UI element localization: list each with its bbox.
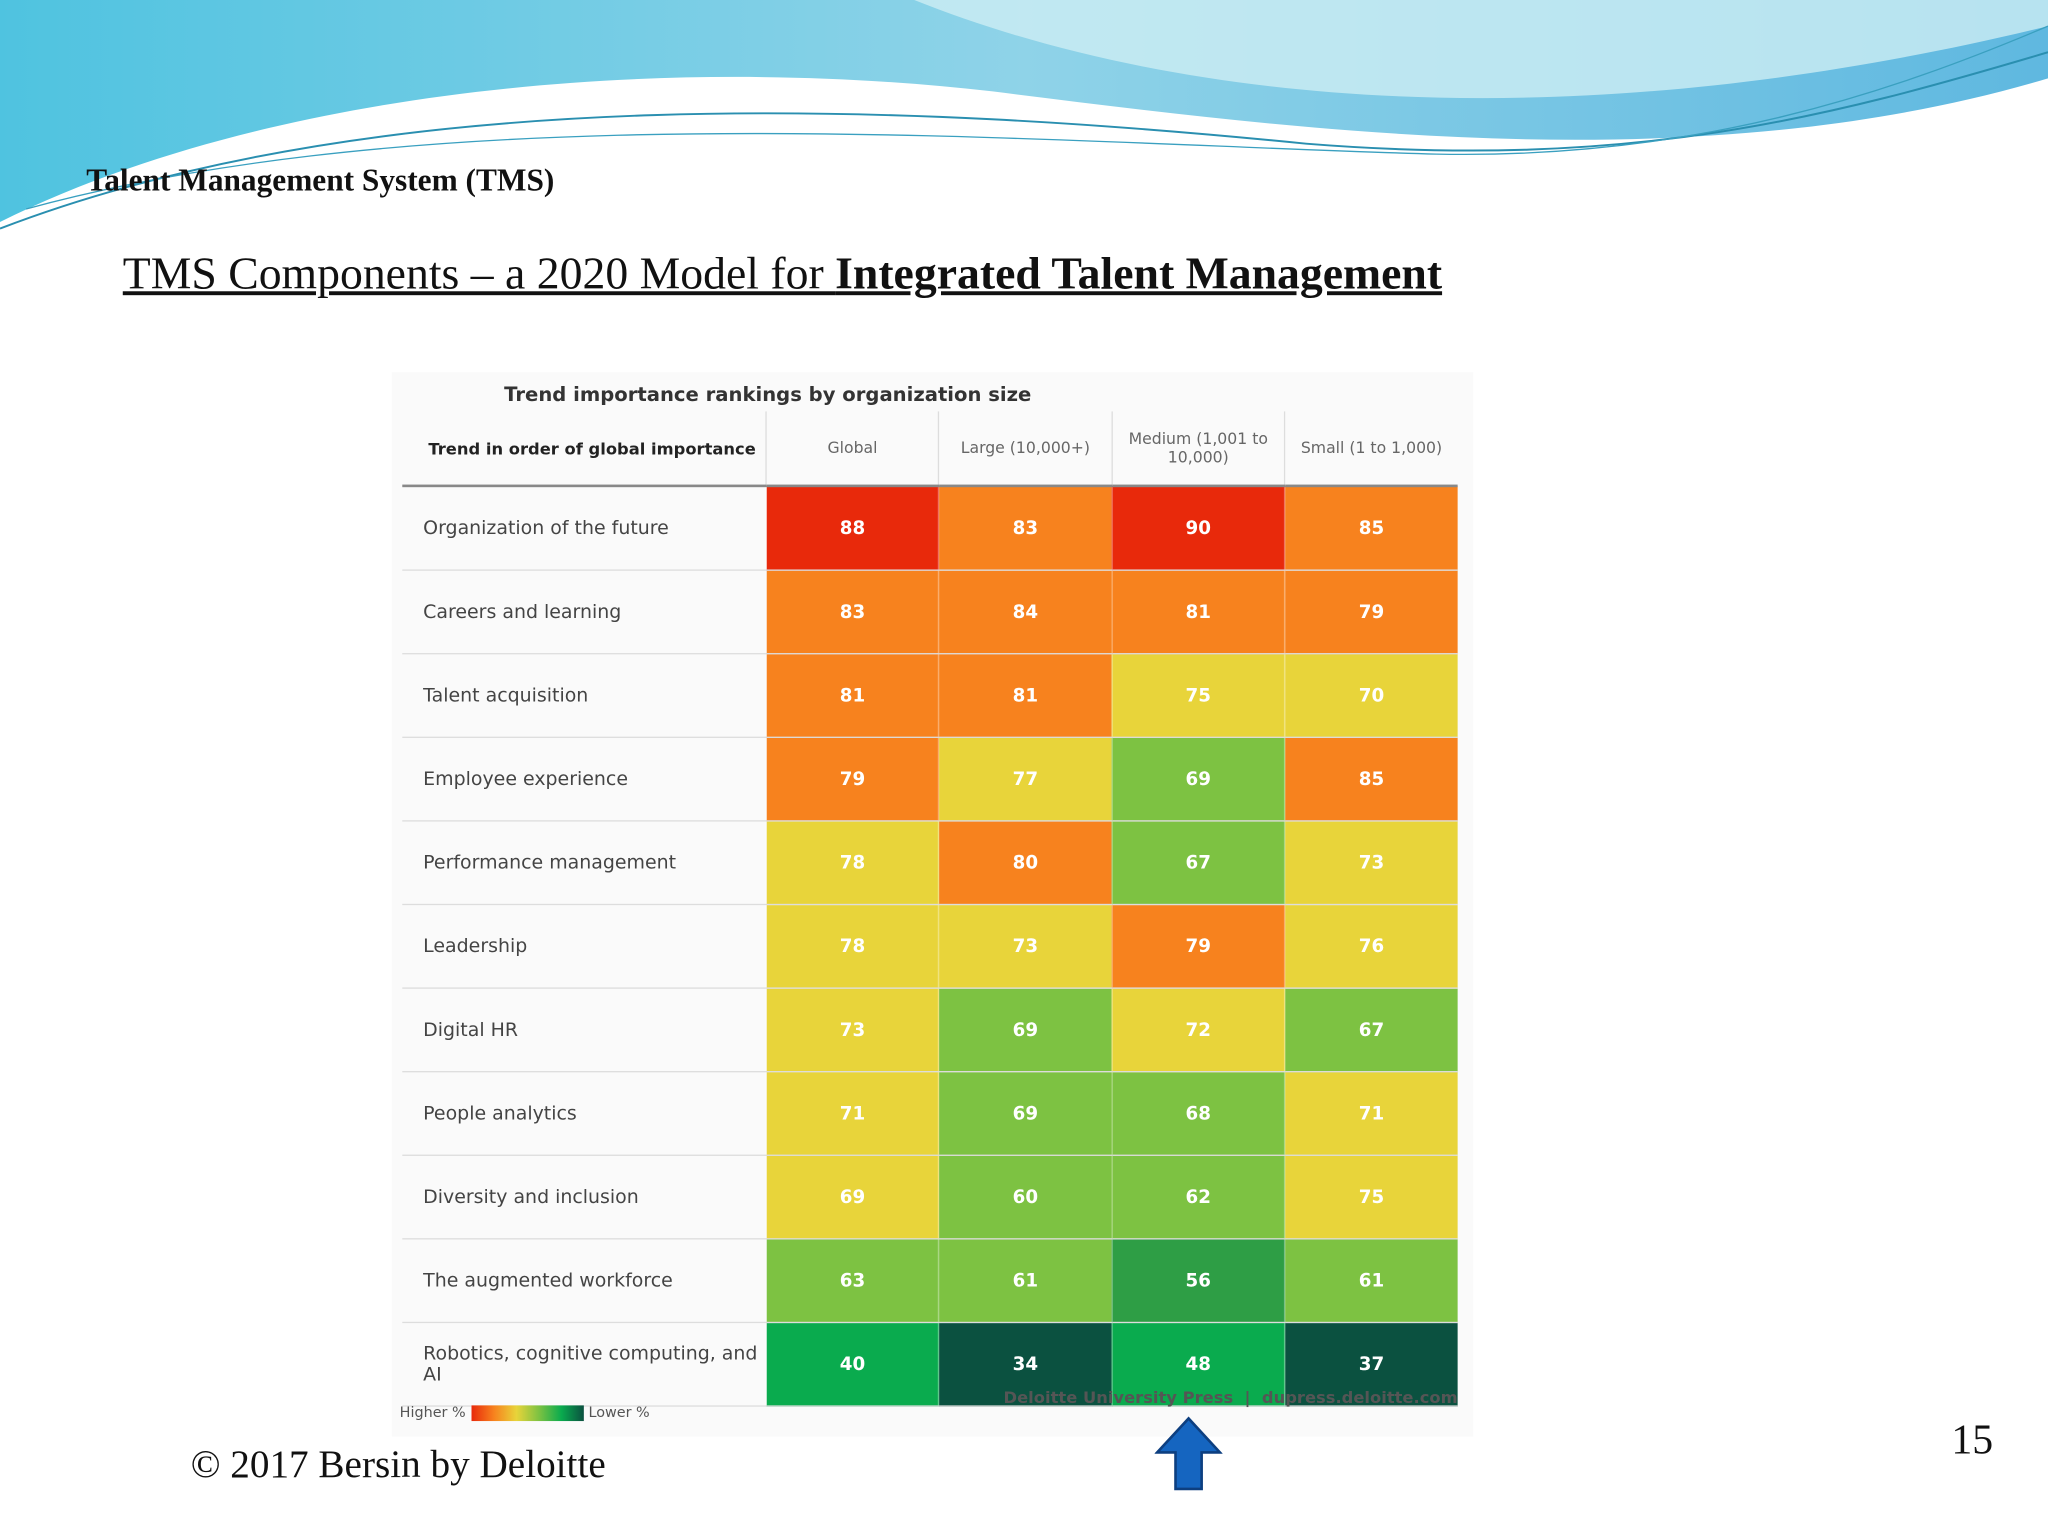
heat-cell: 78: [765, 820, 939, 906]
heat-cell: 81: [765, 653, 939, 738]
heat-cell: 62: [1111, 1155, 1285, 1240]
source: Deloitte University Press | dupress.delo…: [1003, 1387, 1458, 1407]
heat-cell: 40: [765, 1322, 939, 1407]
heat-cell: 79: [765, 737, 939, 822]
table-row: Employee experience 79 77 69 85: [402, 737, 1458, 822]
heat-cell: 77: [938, 737, 1112, 822]
heat-cell: 75: [1284, 1155, 1458, 1240]
table-row: People analytics 71 69 68 71: [402, 1071, 1458, 1156]
row-label: People analytics: [402, 1071, 767, 1156]
heat-cell: 69: [938, 988, 1112, 1073]
up-arrow: [1154, 1416, 1223, 1491]
heat-cell: 72: [1111, 988, 1285, 1073]
heat-cell: 34: [938, 1322, 1112, 1407]
heat-cell: 85: [1284, 485, 1458, 571]
heat-cell: 69: [938, 1071, 1112, 1156]
heat-cell: 75: [1111, 653, 1285, 738]
legend-higher: Higher %: [399, 1404, 466, 1422]
legend: Higher % Lower %: [400, 1404, 650, 1421]
table-body: Organization of the future 88 83 90 85 Career…: [402, 485, 1458, 1407]
slide-title: TMS Components – a 2020 Model for Integr…: [123, 248, 1442, 300]
heat-cell: 48: [1111, 1322, 1285, 1407]
row-label: Organization of the future: [402, 485, 767, 571]
heat-cell: 90: [1111, 485, 1285, 571]
column-header: Trend in order of global importance: [402, 411, 767, 488]
heat-cell: 37: [1284, 1322, 1458, 1407]
table-row: Talent acquisition 81 81 75 70: [402, 653, 1458, 738]
row-label: Careers and learning: [402, 570, 767, 655]
heat-cell: 68: [1111, 1071, 1285, 1156]
table-row: Performance management 78 80 67 73: [402, 820, 1458, 906]
row-label: Digital HR: [402, 988, 767, 1073]
heat-cell: 70: [1284, 653, 1458, 738]
heat-cell: 69: [1111, 737, 1285, 822]
column-header: Global: [765, 411, 939, 488]
heat-cell: 73: [938, 904, 1112, 989]
row-label: The augmented workforce: [402, 1238, 767, 1324]
table-row: Diversity and inclusion 69 60 62 75: [402, 1155, 1458, 1240]
table-row: Leadership 78 73 79 76: [402, 904, 1458, 989]
heat-cell: 67: [1111, 820, 1285, 906]
heat-cell: 78: [765, 904, 939, 989]
heatmap-panel: Trend importance rankings by organizatio…: [391, 372, 1474, 1437]
heat-cell: 76: [1284, 904, 1458, 989]
table-row: Digital HR 73 69 72 67: [402, 988, 1458, 1073]
heat-cell: 60: [938, 1155, 1112, 1240]
row-label: Talent acquisition: [402, 653, 767, 738]
page-number: 15: [1951, 1415, 1994, 1463]
heat-cell: 61: [1284, 1238, 1458, 1324]
source-url: dupress.deloitte.com: [1261, 1387, 1458, 1407]
heat-cell: 71: [765, 1071, 939, 1156]
table-row: Robotics, cognitive computing, and AI 40 3…: [402, 1322, 1458, 1407]
table-row: Careers and learning 83 84 81 79: [402, 570, 1458, 655]
source-publisher: Deloitte University Press: [1003, 1387, 1234, 1407]
title-bold: Integrated Talent Management: [835, 248, 1443, 300]
heat-cell: 83: [938, 485, 1112, 571]
title-plain: TMS Components – a 2020 Model for: [122, 248, 836, 300]
row-label: Diversity and inclusion: [402, 1155, 767, 1240]
heat-cell: 81: [1111, 570, 1285, 655]
heat-cell: 79: [1284, 570, 1458, 655]
heat-cell: 88: [765, 485, 939, 571]
legend-lower: Lower %: [588, 1404, 650, 1422]
heat-cell: 73: [1284, 820, 1458, 906]
table-row: Organization of the future 88 83 90 85: [402, 485, 1458, 571]
copyright: © 2017 Bersin by Deloitte: [190, 1443, 606, 1487]
column-header: Large (10,000+): [938, 411, 1112, 488]
table-title: Trend importance rankings by organizatio…: [504, 382, 1032, 407]
column-header: Small (1 to 1,000): [1284, 411, 1458, 488]
heat-cell: 83: [765, 570, 939, 655]
heat-cell: 79: [1111, 904, 1285, 989]
row-label: Leadership: [402, 904, 767, 989]
column-header: Medium (1,001 to 10,000): [1111, 411, 1285, 488]
heat-cell: 81: [938, 653, 1112, 738]
heatmap-table: Trend in order of global importance Globa…: [402, 411, 1458, 1407]
row-label: Robotics, cognitive computing, and AI: [402, 1322, 767, 1407]
header-row: Trend in order of global importance Globa…: [402, 411, 1458, 488]
heat-cell: 56: [1111, 1238, 1285, 1324]
heat-cell: 63: [765, 1238, 939, 1324]
legend-gradient: [470, 1404, 584, 1421]
wave-background: [0, 0, 2048, 230]
heat-cell: 69: [765, 1155, 939, 1240]
section-title: Talent Management System (TMS): [86, 164, 555, 199]
heat-cell: 71: [1284, 1071, 1458, 1156]
heat-cell: 73: [765, 988, 939, 1073]
heat-cell: 61: [938, 1238, 1112, 1324]
row-label: Performance management: [402, 820, 767, 906]
row-label: Employee experience: [402, 737, 767, 822]
table-row: The augmented workforce 63 61 56 61: [402, 1238, 1458, 1324]
heat-cell: 84: [938, 570, 1112, 655]
heat-cell: 85: [1284, 737, 1458, 822]
heat-cell: 67: [1284, 988, 1458, 1073]
heat-cell: 80: [938, 820, 1112, 906]
